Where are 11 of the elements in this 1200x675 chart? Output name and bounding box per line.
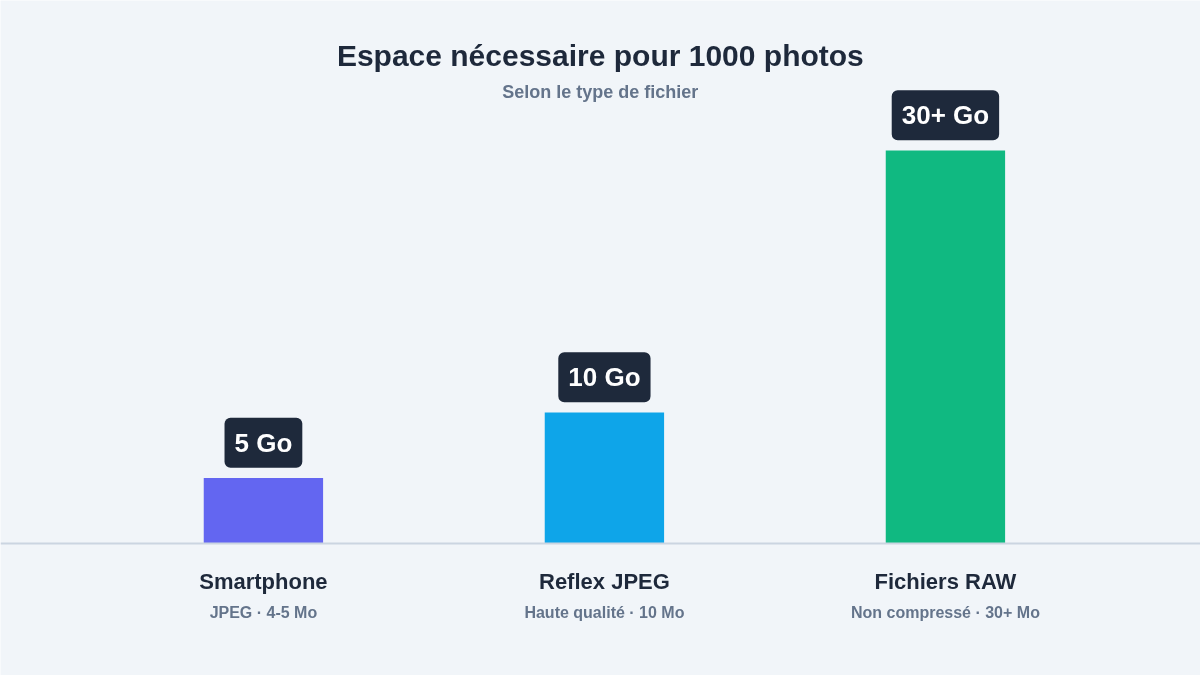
x-tick-label: Reflex JPEG: [539, 569, 670, 595]
x-tick-label: Smartphone: [199, 569, 328, 595]
text: Non compressé · 30+ Mo: [850, 604, 1041, 622]
x-tick-label: Fichiers RAW: [874, 569, 1017, 595]
chart-title: Espace nécessaire pour 1000 photos: [336, 39, 864, 73]
text: Haute qualité · 10 Mo: [524, 604, 685, 622]
chart-subtitle: Selon le type de fichier: [502, 82, 699, 103]
data-label: 10 Go: [568, 362, 641, 393]
data-label: 30+ Go: [901, 100, 990, 131]
text: JPEG · 4-5 Mo: [209, 604, 318, 622]
data-label: 5 Go: [234, 427, 293, 458]
